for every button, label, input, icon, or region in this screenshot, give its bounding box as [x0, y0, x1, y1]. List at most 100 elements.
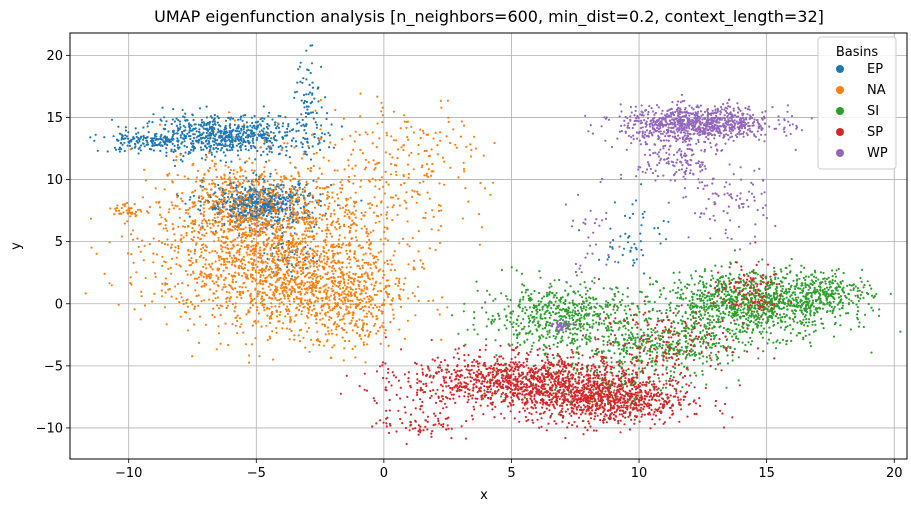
data-point [305, 227, 308, 230]
data-point [297, 275, 300, 278]
data-point [253, 133, 256, 137]
data-point [347, 274, 350, 277]
data-point [201, 197, 204, 201]
data-point [804, 278, 807, 282]
data-point [208, 298, 211, 301]
data-point [432, 137, 435, 140]
data-point [262, 214, 265, 217]
data-point [337, 275, 340, 278]
data-point [191, 139, 194, 142]
data-point [186, 284, 189, 287]
data-point [284, 257, 288, 261]
data-point [295, 313, 298, 316]
data-point [270, 210, 273, 213]
data-point [185, 302, 188, 305]
data-point [365, 301, 368, 304]
data-point [278, 131, 281, 134]
data-point [256, 218, 259, 221]
data-point [226, 212, 230, 215]
data-point [213, 233, 216, 236]
data-point [363, 284, 366, 288]
data-point [196, 236, 200, 239]
data-point [187, 248, 190, 252]
data-point [298, 187, 301, 190]
data-point [195, 243, 198, 246]
data-point [277, 271, 280, 274]
data-point [229, 123, 232, 126]
data-point [197, 230, 200, 233]
data-point [217, 236, 220, 239]
data-point [399, 298, 402, 301]
data-point [281, 210, 284, 213]
data-point [129, 276, 132, 279]
data-point [293, 288, 296, 291]
data-point [249, 190, 252, 193]
data-point [287, 123, 290, 126]
data-point [368, 238, 371, 241]
data-point [343, 313, 346, 316]
data-point [361, 306, 364, 309]
data-point [270, 283, 273, 286]
data-point [183, 310, 187, 314]
data-point [289, 277, 292, 281]
data-point [259, 188, 262, 191]
data-point [351, 223, 354, 226]
data-point [265, 233, 268, 236]
data-point [288, 259, 291, 262]
data-point [242, 137, 245, 141]
data-point [237, 154, 240, 157]
data-point [258, 130, 261, 133]
data-point [217, 239, 220, 242]
data-point [125, 135, 129, 138]
data-point [261, 254, 264, 257]
data-point [228, 291, 231, 294]
data-point [307, 144, 310, 148]
data-point [241, 181, 244, 185]
data-point [255, 241, 258, 244]
data-point [264, 260, 267, 263]
data-point [330, 276, 333, 279]
data-point [239, 211, 242, 214]
data-point [353, 205, 356, 208]
data-point [389, 303, 392, 306]
data-point [250, 169, 254, 172]
data-point [297, 308, 301, 312]
data-point [297, 129, 300, 132]
data-point [356, 298, 359, 301]
data-point [193, 307, 196, 310]
data-point [219, 186, 222, 189]
data-point [300, 141, 303, 144]
data-point [407, 263, 410, 266]
data-point [291, 139, 294, 142]
data-point [89, 217, 92, 220]
data-point [244, 131, 248, 135]
data-point [266, 228, 269, 231]
data-point [271, 198, 274, 201]
data-point [793, 312, 796, 315]
data-point [354, 229, 357, 232]
data-point [244, 263, 247, 266]
data-point [121, 143, 124, 146]
data-point [258, 208, 261, 211]
data-point [120, 206, 123, 210]
data-point [220, 275, 223, 278]
data-point [306, 194, 309, 197]
data-point [381, 310, 384, 313]
data-point [284, 116, 287, 119]
data-point [314, 199, 317, 202]
data-point [292, 300, 296, 303]
data-point [261, 304, 264, 307]
data-point [270, 305, 273, 308]
data-point [235, 212, 238, 215]
data-point [200, 186, 203, 189]
data-point [172, 228, 175, 231]
data-point [368, 295, 371, 298]
data-point [279, 179, 282, 182]
data-point [378, 187, 381, 191]
data-point [337, 238, 340, 241]
data-point [358, 318, 361, 321]
data-point [328, 305, 331, 308]
data-point [353, 202, 356, 205]
data-point [231, 117, 235, 120]
data-point [270, 151, 273, 154]
